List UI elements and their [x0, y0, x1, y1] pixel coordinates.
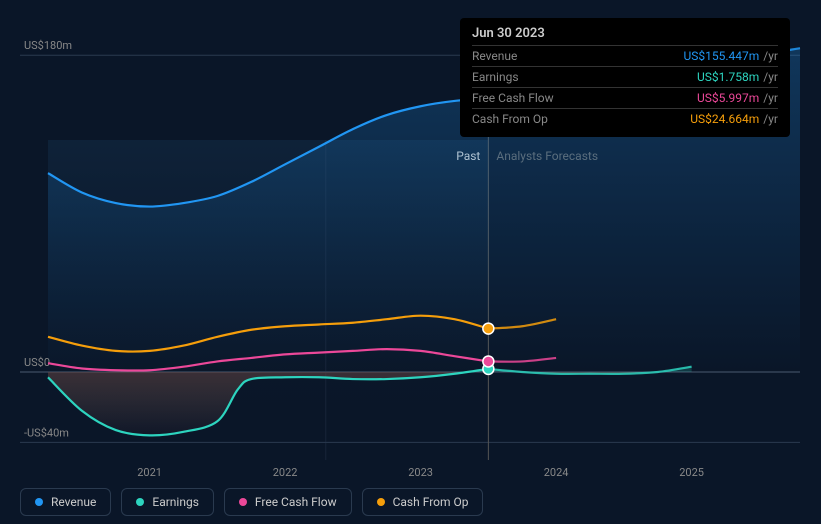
tooltip-row-unit: /yr — [763, 70, 778, 84]
legend-item-earnings[interactable]: Earnings — [121, 488, 214, 516]
tooltip-row-value: US$1.758m — [697, 70, 759, 84]
tooltip-row-label: Earnings — [472, 70, 519, 84]
tooltip-row-unit: /yr — [763, 49, 778, 63]
svg-text:2023: 2023 — [408, 466, 433, 479]
svg-text:US$180m: US$180m — [24, 39, 72, 52]
tooltip-row-value-wrap: US$155.447m/yr — [683, 49, 778, 63]
legend-label: Free Cash Flow — [255, 495, 337, 509]
legend-dot-icon — [136, 498, 144, 506]
legend-item-fcf[interactable]: Free Cash Flow — [224, 488, 352, 516]
tooltip-row-value: US$5.997m — [697, 91, 759, 105]
tooltip-row-value: US$24.664m — [690, 112, 759, 126]
tooltip-date: Jun 30 2023 — [472, 26, 778, 41]
tooltip-row-unit: /yr — [763, 112, 778, 126]
legend-label: Revenue — [51, 495, 96, 509]
svg-text:2024: 2024 — [544, 466, 569, 479]
legend-label: Earnings — [152, 495, 199, 509]
svg-text:2022: 2022 — [273, 466, 298, 479]
tooltip-row: Revenue US$155.447m/yr — [472, 45, 778, 66]
legend-item-revenue[interactable]: Revenue — [20, 488, 111, 516]
tooltip-row-value: US$155.447m — [683, 49, 759, 63]
svg-text:US$0: US$0 — [24, 356, 50, 369]
legend: Revenue Earnings Free Cash Flow Cash From O… — [20, 488, 483, 516]
tooltip-row: Earnings US$1.758m/yr — [472, 66, 778, 87]
tooltip-row-value-wrap: US$1.758m/yr — [697, 70, 778, 84]
tooltip-row-label: Revenue — [472, 49, 517, 63]
legend-dot-icon — [35, 498, 43, 506]
tooltip-row-unit: /yr — [763, 91, 778, 105]
tooltip-panel: Jun 30 2023 RevenueUS$155.447m/yrEarning… — [460, 18, 790, 137]
svg-text:2025: 2025 — [679, 466, 704, 479]
tooltip-row-value-wrap: US$5.997m/yr — [697, 91, 778, 105]
tooltip-row: Free Cash Flow US$5.997m/yr — [472, 87, 778, 108]
tooltip-row-value-wrap: US$24.664m/yr — [690, 112, 778, 126]
legend-dot-icon — [239, 498, 247, 506]
tooltip-row-label: Cash From Op — [472, 112, 548, 126]
legend-dot-icon — [377, 498, 385, 506]
chart-container: US$180mUS$0-US$40m20212022202320242025Pa… — [0, 0, 821, 524]
legend-item-cfo[interactable]: Cash From Op — [362, 488, 484, 516]
tooltip-row-label: Free Cash Flow — [472, 91, 554, 105]
svg-text:-US$40m: -US$40m — [24, 426, 69, 439]
svg-text:2021: 2021 — [137, 466, 162, 479]
legend-label: Cash From Op — [393, 495, 469, 509]
tooltip-row: Cash From Op US$24.664m/yr — [472, 108, 778, 129]
